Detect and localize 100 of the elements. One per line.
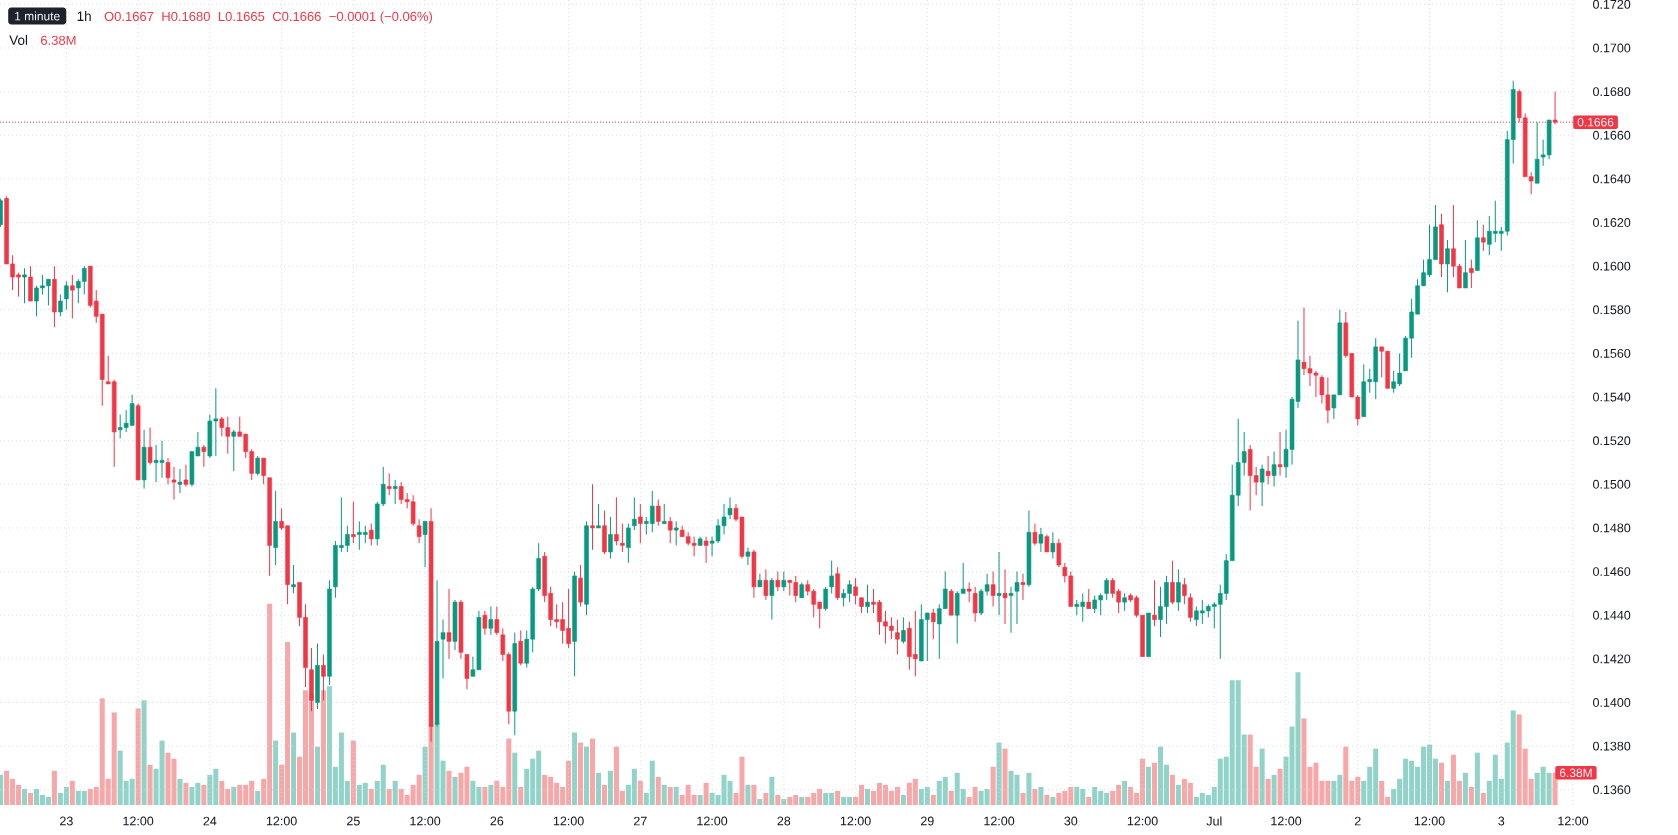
bar [661,784,667,805]
y-tick-label: 0.1680 [1593,87,1631,97]
bar [1265,778,1271,805]
candlestick [494,605,500,636]
bar [703,782,709,805]
bar [177,778,183,805]
bar [1038,786,1044,805]
candlestick [1265,455,1271,485]
bar [51,770,57,805]
candlestick [1176,568,1181,612]
candlestick [996,551,1002,616]
x-tick-label: 12:00 [410,816,441,826]
candlestick [966,581,972,603]
bar [147,764,153,805]
y-tick-label: 0.1380 [1593,741,1631,751]
x-tick-label: 12:00 [1271,816,1302,826]
x-tick-label: 25 [347,816,360,826]
bar [799,796,805,805]
candlestick [781,571,787,592]
y-tick-label: 0.1580 [1593,305,1631,315]
candlestick [763,568,769,601]
bar [584,746,590,805]
x-tick-label: 30 [1064,816,1078,826]
x-tick-label: 24 [203,816,217,826]
x-tick-label: 12:00 [984,816,1015,826]
candlestick [1014,571,1020,625]
candlestick [620,523,625,553]
candlestick [1259,464,1265,507]
candlestick [1271,451,1277,487]
bar [1122,780,1128,805]
candlestick [865,584,870,614]
y-tick-label: 0.1640 [1593,174,1631,184]
y-tick-label: 0.1420 [1593,654,1631,664]
candlestick [177,468,183,494]
annotation: L0.1665 [218,11,265,22]
y-tick-label: 0.1660 [1593,130,1631,140]
y-tick-label: 0.1360 [1593,785,1631,795]
bar [22,788,28,805]
bar [1032,788,1038,805]
bar [0,774,4,805]
candlestick [775,571,781,592]
candlestick [351,501,356,544]
bar [27,792,33,805]
candlestick [369,523,374,546]
annotation: C0.1666 [272,11,321,22]
y-tick-label: 0.1700 [1593,43,1631,53]
bar [1474,752,1480,805]
bar [990,766,996,805]
candlestick [1182,577,1187,605]
bar [1044,794,1050,805]
bar [1146,766,1152,805]
candlestick [488,605,494,636]
bar [452,776,458,805]
bar [291,732,297,805]
x-tick-label: 12:00 [840,816,871,826]
candlestick [165,457,171,485]
bar [1050,796,1056,805]
bar [386,788,392,805]
x-tick-label: 26 [490,816,504,826]
candlestick [147,427,153,466]
y-tick-label: 0.1520 [1593,436,1631,446]
bar [595,772,601,805]
candlestick [58,294,63,317]
candlestick [769,577,775,621]
y-tick-label: 0.1560 [1593,348,1631,358]
candlestick [1469,259,1474,289]
y-tick-label: 0.1460 [1593,567,1631,576]
candlestick [1277,431,1283,477]
candlestick [64,280,69,311]
candlestick [990,571,996,607]
bar [601,784,607,805]
candlestick [853,577,858,605]
bar [368,788,374,805]
y-tick-label: 0.1540 [1593,392,1631,402]
candlestick [703,536,709,564]
y-tick-label: 0.1500 [1593,479,1631,489]
x-tick-label: 28 [777,816,791,826]
candlestick [667,516,673,544]
x-tick-label: 12:00 [1558,816,1589,826]
candlestick [231,429,237,472]
candlestick [1008,586,1014,634]
bar [231,786,237,805]
bar [1462,772,1468,805]
bar [763,792,769,805]
bar [751,784,757,805]
annotation: 1 minute [15,11,60,21]
y-tick-label: 0.1620 [1593,218,1631,227]
bar [607,770,613,805]
annotation: O0.1667 [104,11,154,22]
candlestick [1463,239,1468,289]
candlestick [614,496,619,546]
y-tick-label: 0.1600 [1593,261,1631,271]
bar [1002,748,1008,805]
candlestick [931,608,936,640]
candlestick [1020,573,1026,601]
bar [320,690,326,805]
bar [1086,796,1092,805]
x-tick-label: 12:00 [266,816,297,826]
candlestick [673,520,679,546]
bar [835,790,841,805]
